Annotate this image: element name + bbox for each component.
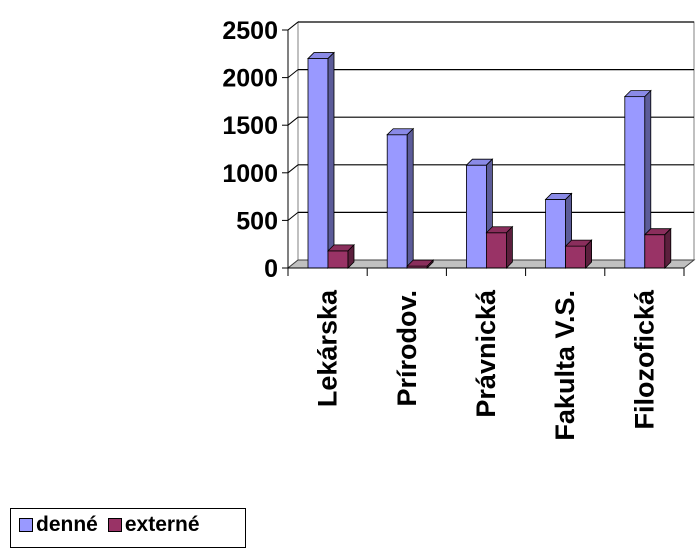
bar-front [545,199,566,269]
x-axis: Lekárska Prírodov. Právnická Fakulta V.S. Fi… [287,267,685,441]
gridline-side [287,212,299,221]
bar-externé-Prírodov. [406,259,435,269]
gridline-side [287,164,299,174]
bar-front [565,245,586,269]
bar-denné-Lekárska [307,51,335,269]
bar-externé-Fakulta V.S. [564,239,593,269]
bar-side [347,243,355,269]
bars [307,51,672,269]
bar-side [426,259,434,269]
side-wall [287,20,299,270]
bar-externé-Lekárska [327,243,355,269]
legend-label-denne: denné [36,513,98,536]
bar-externé-Právnická [485,225,514,269]
y-tick-label: 2500 [222,17,278,45]
bar-externé-Filozofická [643,227,672,269]
bar-front [327,250,349,269]
bar-front [465,164,487,269]
bar-side [585,239,592,269]
x-category-label: Lekárska [313,289,343,407]
bar-denné-Filozofická [623,89,652,269]
gridline-side [287,69,299,78]
x-category-label: Fakulta V.S. [550,290,580,441]
y-tick-label: 1000 [222,160,278,188]
bar-front [624,96,646,269]
legend-item-denne: denné [19,513,98,537]
y-tick-label: 500 [236,207,278,235]
legend: denné externé [10,508,246,548]
bar-front [386,134,408,269]
y-tick-label: 2000 [222,65,278,93]
legend-label-externe: externé [124,513,200,536]
bar-denné-Prírodov. [386,127,415,269]
x-category-label: Prírodov. [392,290,422,407]
bar-front [485,232,507,269]
gridline-side [287,116,299,126]
bar-chart: 0 500 1000 1500 2000 2500 Lekárska Prírodov. Pr… [222,17,696,441]
bar-side [505,225,513,269]
gridline-side [287,21,299,31]
bar-side [327,51,335,269]
x-category-label: Filozofická [629,289,659,430]
bar-side [406,127,414,269]
x-category-label: Právnická [471,289,501,418]
y-axis: 0 500 1000 1500 2000 2500 [222,17,289,283]
y-tick-label: 0 [264,255,278,283]
bar-front [644,234,666,269]
legend-swatch-externe [107,518,122,532]
legend-swatch-denne [19,518,33,532]
bar-front [307,58,329,269]
bar-side [664,227,672,269]
legend-item-externe: externé [107,513,200,537]
y-tick-label: 1500 [222,112,278,140]
